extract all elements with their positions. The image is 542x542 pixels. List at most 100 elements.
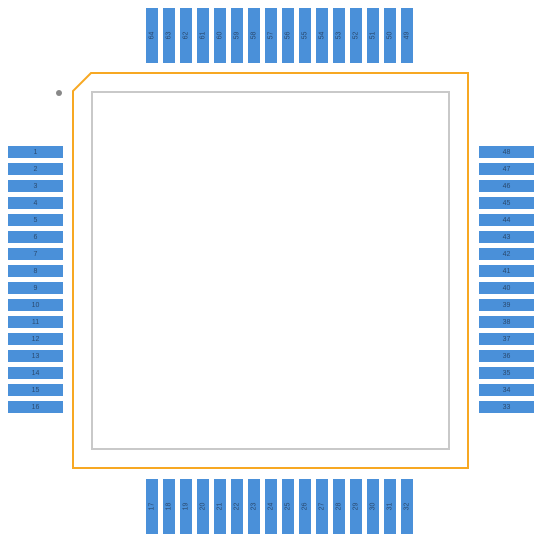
pin-label: 43 xyxy=(503,234,511,241)
pin-label: 50 xyxy=(386,32,393,40)
pin-64: 64 xyxy=(146,8,158,63)
pin-50: 50 xyxy=(384,8,396,63)
pin-label: 54 xyxy=(318,32,325,40)
pin-label: 11 xyxy=(32,319,39,326)
pin-label: 5 xyxy=(34,217,38,224)
pin-28: 28 xyxy=(333,479,345,534)
pin-label: 41 xyxy=(503,268,511,275)
pin-47: 47 xyxy=(479,163,534,175)
pin-34: 34 xyxy=(479,384,534,396)
pin-36: 36 xyxy=(479,350,534,362)
pin-label: 21 xyxy=(216,503,223,511)
pin-18: 18 xyxy=(163,479,175,534)
pin-label: 31 xyxy=(386,503,393,511)
pin-13: 13 xyxy=(8,350,63,362)
pin-label: 27 xyxy=(318,503,325,511)
pin-label: 37 xyxy=(503,336,511,343)
pin-label: 45 xyxy=(503,200,511,207)
pin-label: 38 xyxy=(503,319,511,326)
pin-label: 23 xyxy=(250,503,257,511)
pin-label: 49 xyxy=(403,32,410,40)
pin-14: 14 xyxy=(8,367,63,379)
pin-label: 40 xyxy=(503,285,511,292)
pin-24: 24 xyxy=(265,479,277,534)
pin-label: 64 xyxy=(148,32,155,40)
pin-56: 56 xyxy=(282,8,294,63)
pin-37: 37 xyxy=(479,333,534,345)
pin-11: 11 xyxy=(8,316,63,328)
pin-48: 48 xyxy=(479,146,534,158)
pin-label: 15 xyxy=(32,387,40,394)
pin-label: 51 xyxy=(369,32,376,40)
package-inner-outline xyxy=(91,91,450,450)
pin-label: 2 xyxy=(34,166,38,173)
pin-label: 10 xyxy=(32,302,40,309)
pin-label: 56 xyxy=(284,32,291,40)
pin-label: 26 xyxy=(301,503,308,511)
pin-21: 21 xyxy=(214,479,226,534)
pin-44: 44 xyxy=(479,214,534,226)
pin-label: 39 xyxy=(503,302,511,309)
pin-label: 4 xyxy=(34,200,38,207)
pin-61: 61 xyxy=(197,8,209,63)
pin-17: 17 xyxy=(146,479,158,534)
pin-32: 32 xyxy=(401,479,413,534)
pin-label: 55 xyxy=(301,32,308,40)
pin-38: 38 xyxy=(479,316,534,328)
pin-54: 54 xyxy=(316,8,328,63)
pin-12: 12 xyxy=(8,333,63,345)
pin-58: 58 xyxy=(248,8,260,63)
pin-59: 59 xyxy=(231,8,243,63)
pin-46: 46 xyxy=(479,180,534,192)
pin-41: 41 xyxy=(479,265,534,277)
pin-label: 42 xyxy=(503,251,511,258)
pin-6: 6 xyxy=(8,231,63,243)
pin-label: 58 xyxy=(250,32,257,40)
pin-label: 44 xyxy=(503,217,511,224)
pin-27: 27 xyxy=(316,479,328,534)
pin-label: 24 xyxy=(267,503,274,511)
pin-label: 22 xyxy=(233,503,240,511)
pin-42: 42 xyxy=(479,248,534,260)
pin-label: 14 xyxy=(32,370,40,377)
pin-label: 28 xyxy=(335,503,342,511)
pin-3: 3 xyxy=(8,180,63,192)
pin-label: 34 xyxy=(503,387,511,394)
pin-26: 26 xyxy=(299,479,311,534)
pin-40: 40 xyxy=(479,282,534,294)
pin-label: 30 xyxy=(369,503,376,511)
pin-label: 25 xyxy=(284,503,291,511)
pin-30: 30 xyxy=(367,479,379,534)
pin-label: 18 xyxy=(165,503,172,511)
pin-29: 29 xyxy=(350,479,362,534)
pin-label: 48 xyxy=(503,149,511,156)
pin-7: 7 xyxy=(8,248,63,260)
pin-4: 4 xyxy=(8,197,63,209)
pin-label: 17 xyxy=(148,503,155,511)
pin-8: 8 xyxy=(8,265,63,277)
pin-label: 33 xyxy=(503,404,511,411)
pin-22: 22 xyxy=(231,479,243,534)
pin-9: 9 xyxy=(8,282,63,294)
pin-label: 35 xyxy=(503,370,511,377)
pin-63: 63 xyxy=(163,8,175,63)
pin-label: 20 xyxy=(199,503,206,511)
pin-53: 53 xyxy=(333,8,345,63)
pin-label: 61 xyxy=(199,32,206,40)
pin-label: 13 xyxy=(32,353,40,360)
pin-label: 46 xyxy=(503,183,511,190)
pin-23: 23 xyxy=(248,479,260,534)
pin-label: 29 xyxy=(352,503,359,511)
pin-label: 62 xyxy=(182,32,189,40)
ic-footprint-diagram: { "canvas": { "w": 542, "h": 542, "backg… xyxy=(0,0,542,542)
pin-label: 3 xyxy=(34,183,38,190)
pin-label: 19 xyxy=(182,503,189,511)
pin-label: 9 xyxy=(34,285,38,292)
pin-label: 63 xyxy=(165,32,172,40)
pin-43: 43 xyxy=(479,231,534,243)
pin-19: 19 xyxy=(180,479,192,534)
pin-label: 47 xyxy=(503,166,511,173)
pin-label: 8 xyxy=(34,268,38,275)
pin-5: 5 xyxy=(8,214,63,226)
pin-label: 6 xyxy=(34,234,38,241)
